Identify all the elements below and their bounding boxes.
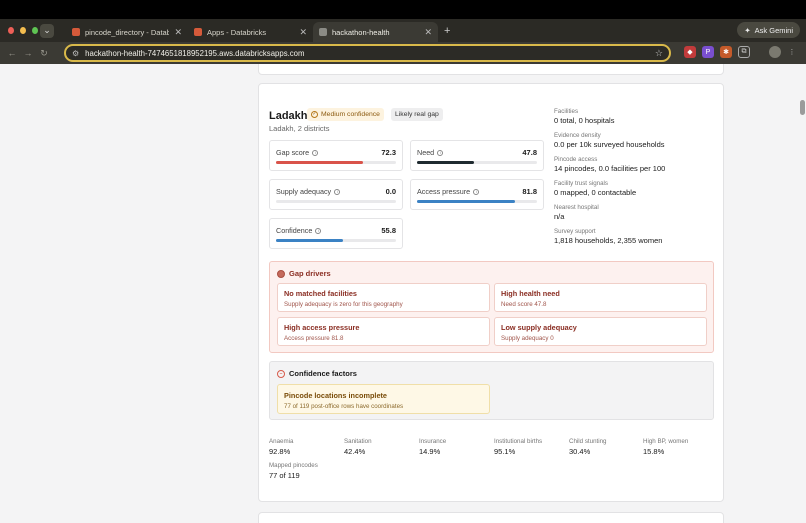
progress-bar (276, 239, 396, 242)
stat-anaemia: Anaemia 92.8% (269, 438, 294, 456)
url-text[interactable]: hackathon-health-7474651818952195.aws.da… (85, 48, 305, 58)
progress-bar (417, 200, 537, 203)
progress-fill (417, 200, 516, 203)
gap-drivers-panel: Gap drivers No matched facilities Supply… (269, 261, 714, 353)
region-title: Ladakh (269, 110, 308, 122)
extension-shield-icon[interactable]: ◆ (684, 46, 696, 58)
minimize-window-button[interactable] (20, 27, 26, 34)
metric-confidence: Confidence i 55.8 (269, 218, 403, 249)
confidence-factor-item: Pincode locations incomplete 77 of 119 p… (277, 384, 490, 414)
stat-mapped-pincodes: Mapped pincodes 77 of 119 (269, 462, 318, 480)
sparkle-icon: ✦ (744, 25, 751, 35)
region-subtitle: Ladakh, 2 districts (269, 124, 330, 133)
tab-strip: ⌄ pincode_directory - Databricks ✕ Apps … (0, 19, 806, 42)
extensions-puzzle-icon[interactable]: ⧉ (738, 46, 750, 58)
driver-item: No matched facilities Supply adequacy is… (277, 283, 490, 312)
zoom-window-button[interactable] (32, 27, 38, 34)
fact-nearest-hospital: Nearest hospital n/a (554, 204, 599, 221)
info-icon[interactable]: i (312, 149, 319, 156)
page-content: Ladakh ✓ Medium confidence Likely real g… (0, 64, 806, 523)
info-icon[interactable]: i (437, 149, 444, 156)
progress-fill (276, 161, 363, 164)
previous-card (258, 64, 724, 75)
metric-access-pressure: Access pressure i 81.8 (410, 179, 544, 210)
tab-pincode-directory[interactable]: pincode_directory - Databricks ✕ (66, 22, 188, 42)
back-icon[interactable]: ← (7, 48, 17, 58)
warning-circle-icon: – (277, 369, 285, 378)
progress-bar (276, 161, 396, 164)
fact-trust-signals: Facility trust signals 0 mapped, 0 contac… (554, 180, 637, 197)
window-controls (0, 27, 38, 34)
info-icon[interactable]: i (473, 188, 480, 195)
extension-p-icon[interactable]: P (702, 46, 714, 58)
scrollbar-thumb[interactable] (800, 100, 805, 115)
menu-bar (0, 0, 806, 19)
progress-fill (417, 161, 475, 164)
extension-settings-icon[interactable]: ✱ (720, 46, 732, 58)
progress-bar (417, 161, 537, 164)
more-menu-icon[interactable]: ⋮ (788, 49, 796, 56)
page-scrollbar[interactable] (798, 64, 806, 523)
close-window-button[interactable] (8, 27, 14, 34)
close-tab-icon[interactable]: ✕ (299, 26, 307, 37)
region-card: Ladakh ✓ Medium confidence Likely real g… (258, 83, 724, 502)
stat-insurance: Insurance 14.9% (419, 438, 447, 456)
new-tab-button[interactable]: + (444, 24, 451, 37)
close-tab-icon[interactable]: ✕ (424, 26, 432, 37)
progress-bar (276, 200, 396, 203)
metric-gap-score: Gap score i 72.3 (269, 140, 403, 171)
confidence-badge: ✓ Medium confidence (307, 108, 384, 121)
info-icon[interactable]: i (315, 227, 322, 234)
confidence-factors-heading: – Confidence factors (277, 369, 357, 378)
tab-apps-databricks[interactable]: Apps - Databricks ✕ (188, 22, 313, 42)
tab-hackathon-health[interactable]: hackathon-health ✕ (313, 22, 438, 42)
ask-gemini-button[interactable]: ✦ Ask Gemini (737, 22, 800, 38)
close-tab-icon[interactable]: ✕ (174, 26, 182, 37)
stat-sanitation: Sanitation 42.4% (344, 438, 372, 456)
browser-toolbar: ← → ↻ ⚙ hackathon-health-747465181895219… (0, 42, 806, 64)
bookmark-star-icon[interactable]: ☆ (654, 48, 663, 58)
app-icon (319, 28, 327, 36)
fact-facilities: Facilities 0 total, 0 hospitals (554, 108, 615, 125)
fact-survey-support: Survey support 1,818 households, 2,355 wo… (554, 228, 663, 245)
confidence-factors-panel: – Confidence factors Pincode locations i… (269, 361, 714, 420)
reload-icon[interactable]: ↻ (40, 47, 48, 58)
gap-drivers-heading: Gap drivers (277, 269, 331, 278)
progress-fill (276, 239, 343, 242)
stat-high-bp-women: High BP, women 15.8% (643, 438, 689, 456)
driver-item: High access pressure Access pressure 81.… (277, 317, 490, 346)
metric-supply-adequacy: Supply adequacy i 0.0 (269, 179, 403, 210)
alert-dot-icon (277, 269, 285, 278)
next-card (258, 512, 724, 523)
info-icon[interactable]: i (334, 188, 341, 195)
profile-avatar[interactable] (769, 46, 781, 58)
forward-icon[interactable]: → (23, 48, 33, 58)
databricks-icon (72, 28, 80, 36)
driver-item: Low supply adequacy Supply adequacy 0 (494, 317, 707, 346)
stat-institutional-births: Institutional births 95.1% (494, 438, 543, 456)
metric-need: Need i 47.8 (410, 140, 544, 171)
databricks-icon (194, 28, 202, 36)
stat-child-stunting: Child stunting 30.4% (569, 438, 607, 456)
gap-badge: Likely real gap (391, 108, 443, 121)
driver-item: High health need Need score 47.8 (494, 283, 707, 312)
fact-evidence-density: Evidence density 0.0 per 10k surveyed hou… (554, 132, 665, 149)
fact-pincode-access: Pincode access 14 pincodes, 0.0 facilitie… (554, 156, 666, 173)
tab-search-icon[interactable]: ⌄ (40, 23, 54, 38)
facts-panel: Facilities 0 total, 0 hospitals Evidence … (554, 108, 719, 252)
site-settings-icon[interactable]: ⚙ (72, 48, 80, 58)
address-bar[interactable]: ⚙ hackathon-health-7474651818952195.aws.… (64, 44, 671, 62)
check-circle-icon: ✓ (311, 111, 318, 118)
